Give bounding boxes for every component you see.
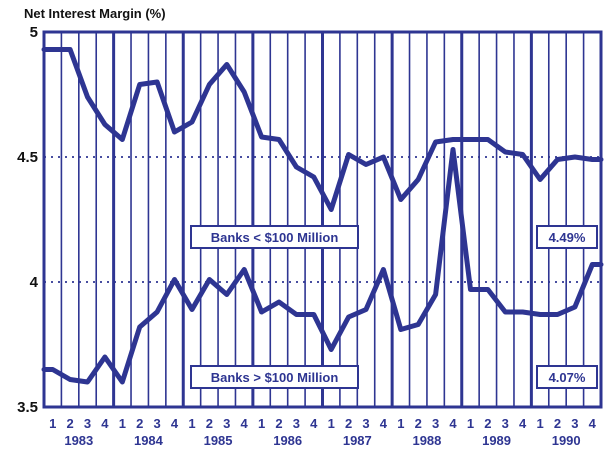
quarter-tick-label: 1 <box>119 416 126 431</box>
quarter-tick-label: 4 <box>589 416 597 431</box>
quarter-tick-label: 3 <box>84 416 91 431</box>
quarter-tick-label: 4 <box>101 416 109 431</box>
y-tick-label: 4 <box>30 274 39 291</box>
series-labels: Banks < $100 Million 4.49% Banks > $100 Mi… <box>190 225 598 389</box>
series-name-box <box>190 225 359 249</box>
year-tick-label: 1989 <box>482 433 511 448</box>
plot-frame <box>42 30 603 409</box>
quarter-tick-label: 3 <box>571 416 578 431</box>
year-tick-label: 1988 <box>412 433 441 448</box>
quarter-tick-label: 4 <box>449 416 457 431</box>
quarter-tick-label: 1 <box>397 416 404 431</box>
quarter-tick-label: 3 <box>154 416 161 431</box>
quarter-tick-label: 4 <box>519 416 527 431</box>
series-name-box <box>190 365 359 389</box>
quarter-tick-label: 3 <box>293 416 300 431</box>
dotted-gridlines <box>44 156 601 283</box>
quarter-tick-label: 1 <box>328 416 335 431</box>
plot-grid <box>42 30 603 409</box>
quarter-tick-label: 4 <box>380 416 388 431</box>
quarter-tick-label: 4 <box>241 416 249 431</box>
quarter-tick-label: 2 <box>554 416 561 431</box>
year-tick-label: 1984 <box>134 433 164 448</box>
quarter-tick-label: 3 <box>223 416 230 431</box>
year-tick-label: 1986 <box>273 433 302 448</box>
quarter-tick-label: 2 <box>484 416 491 431</box>
y-tick-label: 3.5 <box>17 399 38 416</box>
quarter-tick-label: 2 <box>66 416 73 431</box>
quarter-tick-label: 1 <box>49 416 56 431</box>
quarter-tick-label: 2 <box>275 416 282 431</box>
series-line-small-banks <box>41 47 604 212</box>
year-tick-label: 1990 <box>552 433 581 448</box>
end-value-label: 4.49% <box>549 230 586 245</box>
year-tick-label: 1987 <box>343 433 372 448</box>
end-value-label: 4.07% <box>549 370 586 385</box>
series-name-label: Banks < $100 Million <box>211 230 339 245</box>
year-tick-label: 1985 <box>204 433 233 448</box>
series-name-label: Banks > $100 Million <box>211 370 339 385</box>
quarter-tick-label: 3 <box>502 416 509 431</box>
quarter-tick-label: 4 <box>310 416 318 431</box>
quarter-tick-label: 2 <box>415 416 422 431</box>
y-tick-label: 5 <box>30 24 38 41</box>
quarter-tick-label: 2 <box>136 416 143 431</box>
quarter-tick-label: 1 <box>188 416 195 431</box>
axis-labels: 3.544.551 2 3 4 1 2 3 4 1 2 3 4 1 2 3 4 1 2 3 4 1 2 3 4 1 2 3 4 1 2 3 4… <box>17 24 597 448</box>
quarter-tick-label: 1 <box>467 416 474 431</box>
quarter-tick-label: 4 <box>171 416 179 431</box>
quarter-tick-label: 1 <box>258 416 265 431</box>
end-value-box <box>536 365 598 389</box>
y-tick-label: 4.5 <box>17 149 38 166</box>
quarter-tick-label: 3 <box>362 416 369 431</box>
quarter-tick-label: 2 <box>206 416 213 431</box>
chart-title: Net Interest Margin (%) <box>24 6 166 21</box>
quarter-tick-label: 2 <box>345 416 352 431</box>
series-line-large-banks <box>41 147 604 385</box>
end-value-box <box>536 225 598 249</box>
quarter-tick-label: 3 <box>432 416 439 431</box>
quarter-tick-label: 1 <box>536 416 543 431</box>
year-tick-label: 1983 <box>64 433 93 448</box>
series-lines <box>41 47 604 385</box>
